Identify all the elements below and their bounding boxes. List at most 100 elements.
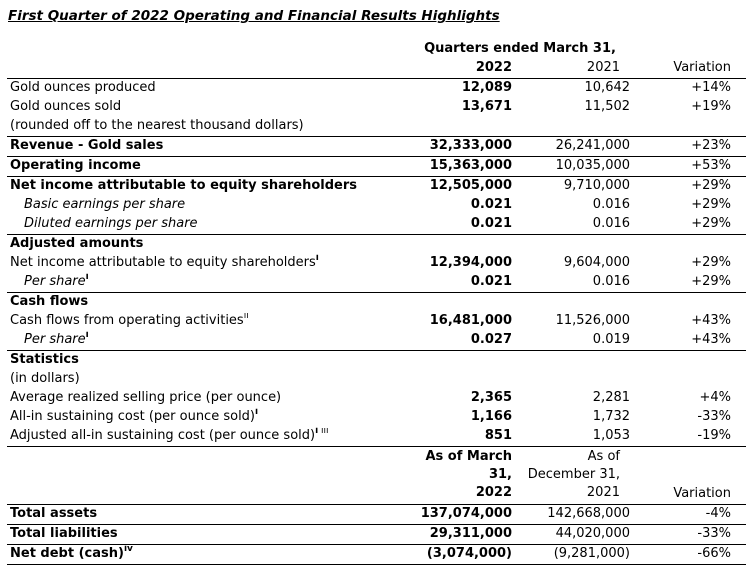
value-2022: 2,365	[470, 390, 512, 405]
value-2022: 12,505,000	[429, 178, 512, 193]
value-2022: 0.021	[420, 215, 512, 235]
value-2021: 1,053	[512, 427, 631, 447]
value-2021: 9,710,000	[563, 178, 631, 193]
balance-sheet-table: As of March 31, 2022 As of December 31, …	[7, 447, 746, 565]
row-label: Adjusted amounts	[7, 235, 420, 255]
table-row: Statistics	[7, 351, 746, 371]
value-2022: 0.021	[470, 197, 512, 212]
header-line: As of	[587, 449, 620, 464]
value-2022: 0.027	[420, 331, 512, 351]
footnote-marker: i	[85, 331, 89, 340]
row-label: Total liabilities	[7, 524, 420, 545]
value-2021	[512, 235, 630, 255]
header-line: December 31,	[527, 467, 620, 482]
value-2021: 0.016	[592, 197, 631, 212]
table-row: Per sharei 0.027 0.019 +43%	[7, 331, 747, 351]
value-variation	[630, 351, 746, 371]
value-2021: 2,281	[592, 390, 631, 405]
table-row: Average realized selling price (per ounc…	[7, 389, 746, 408]
value-2022: 0.021	[420, 273, 512, 293]
value-variation: +19%	[691, 99, 732, 114]
row-label: Average realized selling price (per ounc…	[7, 389, 420, 408]
table-row: (in dollars)	[7, 370, 746, 389]
value-2021	[512, 293, 630, 313]
row-label: Gold ounces sold	[7, 98, 420, 117]
row-label-text: Basic earnings per share	[24, 197, 186, 212]
value-variation: -4%	[630, 504, 746, 525]
value-variation: +29%	[630, 215, 747, 235]
footnote-marker: i	[255, 408, 259, 417]
header-empty-cell	[7, 40, 420, 59]
row-label-text: Diluted earnings per share	[24, 216, 198, 231]
row-label-text: Statistics	[10, 352, 79, 367]
value-2022	[420, 370, 512, 389]
value-2021	[512, 351, 630, 371]
row-label-text: (rounded off to the nearest thousand dol…	[10, 118, 304, 133]
footnote-marker: iii	[318, 427, 329, 436]
value-2021: 9,604,000	[563, 255, 631, 270]
header-variation: Variation	[630, 447, 746, 505]
value-variation: +29%	[691, 197, 732, 212]
row-label: Operating income	[7, 156, 420, 177]
row-label-text: Net income attributable to equity shareh…	[10, 178, 358, 193]
footnote-marker: ii	[243, 312, 249, 321]
row-label-text: Gold ounces sold	[10, 99, 122, 114]
value-variation: +4%	[699, 390, 732, 405]
value-2022: 16,481,000	[429, 313, 512, 328]
row-label: Basic earnings per share	[7, 196, 420, 215]
table-row: Total assets 137,074,000 142,668,000 -4%	[7, 504, 746, 525]
row-label-text: Gold ounces produced	[10, 80, 156, 95]
table-row: Total liabilities 29,311,000 44,020,000 -33…	[7, 524, 746, 545]
table-row: Adjusted amounts	[7, 235, 746, 255]
value-2022: 15,363,000	[420, 156, 512, 177]
table-row: Basic earnings per share 0.021 0.016 +29%	[7, 196, 746, 215]
value-variation: +53%	[630, 156, 747, 177]
row-label-text: (in dollars)	[10, 371, 80, 386]
value-2021: 0.016	[512, 273, 631, 293]
table-row: Net debt (cash)iv (3,074,000) (9,281,000) -…	[7, 544, 746, 565]
header-asof-row: As of March 31, 2022 As of December 31, …	[7, 447, 746, 505]
header-asof-march-2022: As of March 31, 2022	[420, 447, 512, 505]
value-2022: 29,311,000	[420, 524, 512, 545]
table-row: Adjusted all-in sustaining cost (per oun…	[7, 427, 747, 447]
value-2021: 10,035,000	[512, 156, 631, 177]
value-2021	[512, 370, 630, 389]
row-label-text: Cash flows	[10, 294, 89, 309]
value-2022	[420, 117, 512, 137]
row-label-text: Per share	[24, 274, 86, 289]
table-row: Net income attributable to equity shareh…	[7, 177, 746, 197]
page-title: First Quarter of 2022 Operating and Fina…	[8, 8, 500, 24]
row-label-text: Adjusted amounts	[10, 236, 144, 251]
value-variation	[630, 293, 746, 313]
header-variation: Variation	[630, 59, 747, 79]
footnote-marker: i	[85, 273, 89, 282]
row-label: Statistics	[7, 351, 420, 371]
footnote-marker: iv	[123, 544, 133, 554]
value-2021: (9,281,000)	[512, 544, 630, 565]
row-label: All-in sustaining cost (per ounce sold)i	[7, 408, 420, 427]
value-2022: 12,394,000	[429, 255, 512, 270]
value-2021: 10,642	[584, 80, 631, 95]
row-label: Cash flows	[7, 293, 420, 313]
row-label: Revenue - Gold sales	[7, 136, 420, 157]
value-2021: 11,526,000	[555, 313, 631, 328]
row-label: (rounded off to the nearest thousand dol…	[7, 117, 420, 137]
quarterly-results-table: Quarters ended March 31, 2022 2021 Varia…	[7, 40, 747, 447]
table-row: Operating income 15,363,000 10,035,000 +53%	[7, 156, 747, 177]
row-label: Cash flows from operating activitiesii	[7, 312, 420, 331]
row-label-text: Cash flows from operating activities	[10, 313, 244, 328]
value-2021: 44,020,000	[512, 524, 630, 545]
row-label: Adjusted all-in sustaining cost (per oun…	[7, 427, 420, 447]
value-2021	[512, 117, 631, 137]
header-empty-cell	[7, 59, 420, 79]
value-2022: 32,333,000	[420, 136, 512, 157]
header-quarters-ended: Quarters ended March 31,	[424, 41, 616, 56]
row-label-text: Net debt (cash)	[10, 546, 124, 561]
row-label-text: Operating income	[10, 158, 141, 173]
row-label: Diluted earnings per share	[7, 215, 420, 235]
table-row: Revenue - Gold sales 32,333,000 26,241,000…	[7, 136, 747, 157]
row-label-text: Net income attributable to equity shareh…	[10, 255, 316, 270]
value-variation	[630, 235, 746, 255]
value-2022	[420, 351, 512, 371]
